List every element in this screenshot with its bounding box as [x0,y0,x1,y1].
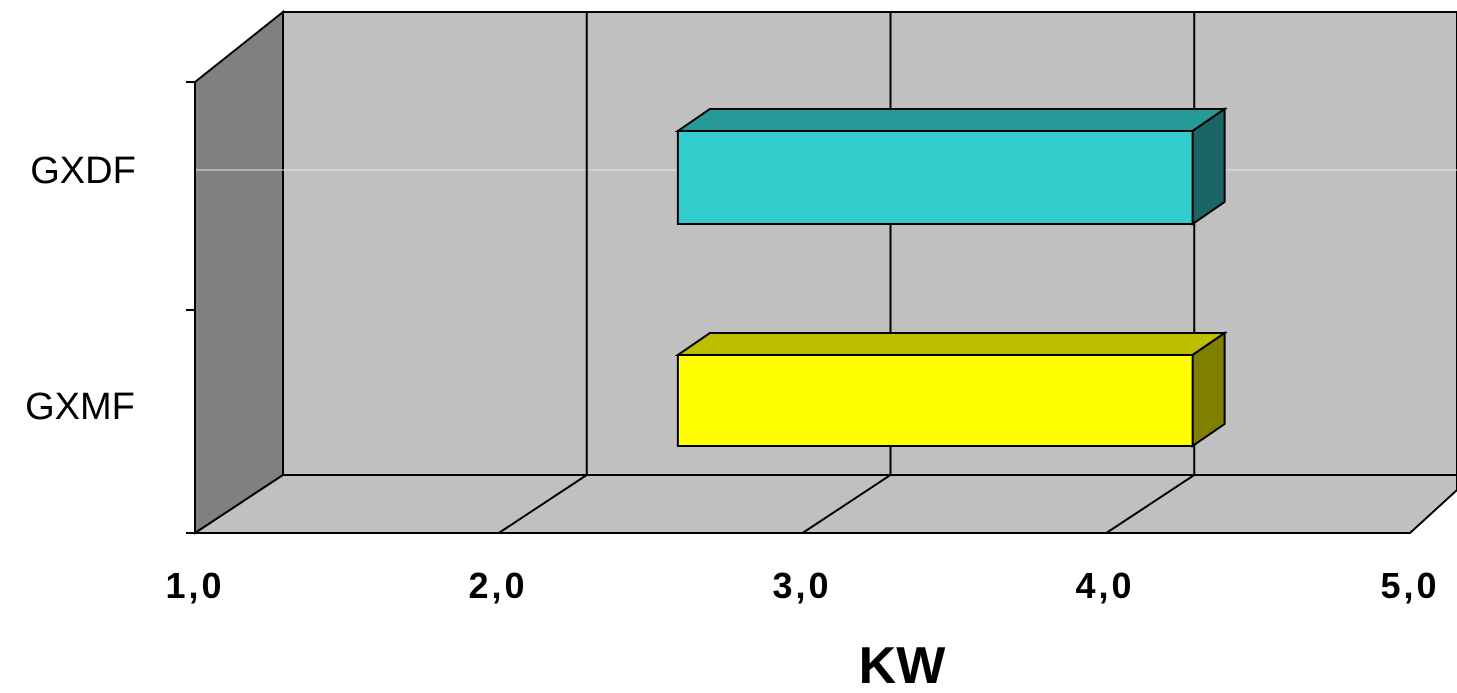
bar-gxdf-front [676,130,1194,225]
gridline-floor-4 [1105,474,1195,534]
floor [191,474,1457,534]
category-label-gxmf: GXMF [25,386,135,428]
gridline-floor-2 [498,474,588,534]
x-axis-title: KW [859,637,947,688]
gridline-floor-3 [801,474,892,534]
bars [674,107,1228,448]
bar-gxdf-top [674,108,1228,132]
x-tick-label-4: 4,0 [1075,565,1134,606]
bar-gxmf-front [676,354,1194,447]
category-label-gxdf: GXDF [30,150,136,192]
x-tick-label-2: 2,0 [468,565,527,606]
x-tick-label-3: 3,0 [772,565,831,606]
x-tick-label-5: 5,0 [1380,565,1439,606]
x-tick-label-1: 1,0 [165,565,224,606]
left-side-wall [194,9,284,535]
bar-gxmf-top [674,332,1228,356]
